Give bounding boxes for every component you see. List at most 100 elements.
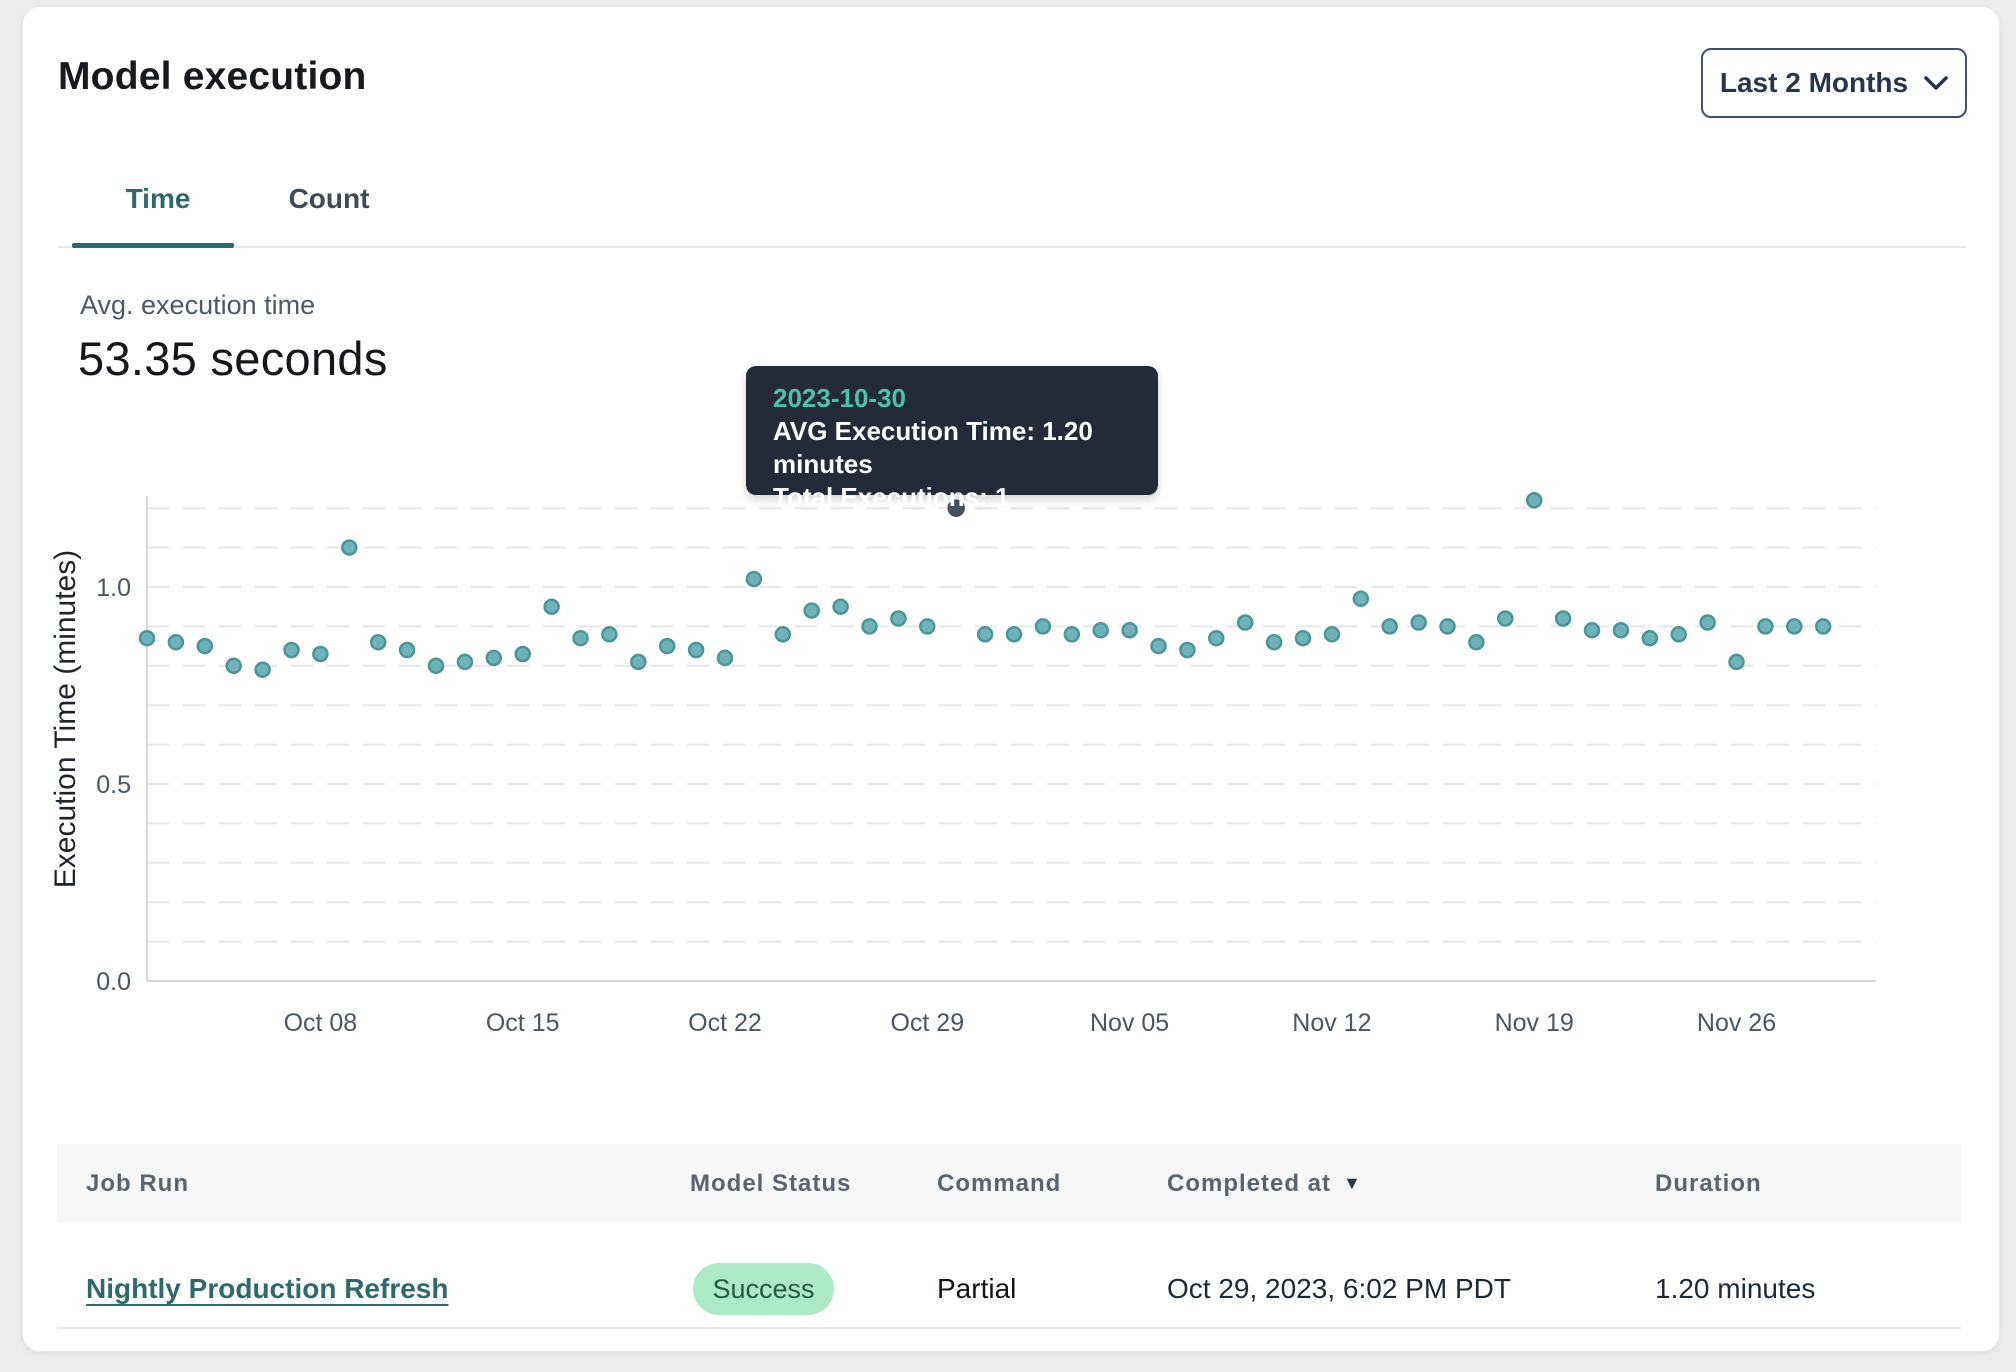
data-point[interactable] (514, 645, 531, 663)
table-row-divider (57, 1327, 1961, 1329)
data-point[interactable] (456, 653, 474, 671)
tabs-baseline (58, 246, 1966, 248)
data-point[interactable] (1352, 590, 1370, 608)
data-point[interactable] (1583, 622, 1601, 639)
column-header-command[interactable]: Command (937, 1169, 1062, 1197)
data-point[interactable] (601, 626, 618, 643)
data-point[interactable] (1728, 653, 1745, 671)
data-point[interactable] (225, 657, 242, 675)
y-tick-label: 0.5 (96, 771, 131, 799)
data-point[interactable] (976, 626, 994, 643)
data-point[interactable] (427, 657, 445, 675)
data-point[interactable] (1814, 618, 1832, 635)
data-point[interactable] (138, 629, 156, 647)
data-point[interactable] (1323, 626, 1341, 643)
data-point[interactable] (745, 570, 763, 588)
data-point[interactable] (1439, 618, 1456, 635)
column-header-completed-at[interactable]: Completed at ▼ (1167, 1144, 1362, 1223)
data-point[interactable] (1612, 622, 1630, 639)
status-badge: Success (693, 1263, 834, 1315)
data-point[interactable] (1525, 492, 1543, 509)
x-tick-label: Nov 05 (1090, 1009, 1169, 1037)
data-point[interactable] (919, 618, 936, 635)
data-point[interactable] (1208, 629, 1225, 647)
command-cell: Partial (937, 1273, 1017, 1304)
data-point[interactable] (1005, 626, 1023, 643)
tab-count[interactable]: Count (288, 183, 370, 214)
data-point[interactable] (1150, 637, 1167, 655)
data-point[interactable] (1641, 629, 1659, 647)
data-point[interactable] (485, 649, 503, 667)
page-title: Model execution (58, 55, 367, 98)
data-point[interactable] (1236, 614, 1254, 631)
chart-tooltip: 2023-10-30 AVG Execution Time: 1.20 minu… (746, 366, 1158, 512)
table-header: Job Run Model Status Command Completed a… (57, 1144, 1961, 1223)
data-point[interactable] (1179, 641, 1196, 659)
data-point[interactable] (1092, 622, 1109, 639)
data-point[interactable] (1757, 618, 1774, 635)
tooltip-total-executions: Total Executions: 1 (773, 482, 1010, 512)
y-axis-title: Execution Time (minutes) (49, 550, 82, 888)
x-tick-label: Oct 22 (688, 1009, 762, 1037)
y-tick-label: 0.0 (96, 968, 131, 996)
data-point[interactable] (1265, 633, 1283, 651)
x-tick-label: Nov 12 (1292, 1009, 1371, 1037)
data-point[interactable] (1063, 626, 1081, 643)
x-tick-label: Oct 15 (486, 1009, 560, 1037)
data-point[interactable] (1121, 622, 1138, 639)
data-point[interactable] (254, 661, 271, 678)
data-point[interactable] (1786, 618, 1803, 635)
data-point[interactable] (832, 598, 849, 615)
data-point[interactable] (1294, 629, 1312, 647)
data-point[interactable] (1034, 618, 1052, 635)
data-point[interactable] (630, 653, 647, 671)
data-point[interactable] (1381, 618, 1398, 635)
column-header-completed-at-label: Completed at (1167, 1169, 1332, 1197)
data-point-highlighted[interactable] (947, 499, 965, 517)
data-point[interactable] (572, 629, 589, 647)
data-point[interactable] (1554, 610, 1572, 627)
tooltip-avg-execution-time: AVG Execution Time: 1.20 minutes (773, 416, 1093, 479)
column-header-model-status[interactable]: Model Status (690, 1169, 852, 1197)
data-point[interactable] (167, 633, 185, 651)
y-tick-label: 1.0 (96, 574, 131, 602)
data-point[interactable] (1670, 626, 1687, 643)
tooltip-date: 2023-10-30 (773, 383, 906, 413)
data-point[interactable] (1699, 614, 1716, 631)
sort-desc-icon: ▼ (1343, 1173, 1362, 1193)
model-execution-card: Model execution Last 2 Months Time Count… (22, 6, 2000, 1352)
tab-time[interactable]: Time (125, 183, 191, 214)
completed-at-cell: Oct 29, 2023, 6:02 PM PDT (1167, 1273, 1511, 1304)
data-point[interactable] (398, 641, 416, 659)
data-point[interactable] (312, 645, 329, 663)
data-point[interactable] (341, 539, 358, 556)
data-point[interactable] (774, 626, 792, 643)
x-tick-label: Nov 26 (1697, 1009, 1776, 1037)
job-run-link[interactable]: Nightly Production Refresh (86, 1273, 449, 1304)
data-point[interactable] (283, 641, 300, 659)
period-selector[interactable]: Last 2 Months (1701, 48, 1967, 118)
column-header-duration[interactable]: Duration (1655, 1169, 1762, 1197)
active-tab-underline (72, 243, 234, 248)
avg-execution-time-value: 53.35 seconds (78, 332, 388, 385)
chevron-down-icon (1924, 75, 1948, 90)
x-tick-label: Oct 29 (890, 1009, 964, 1037)
duration-cell: 1.20 minutes (1655, 1273, 1816, 1304)
x-tick-label: Oct 08 (284, 1009, 358, 1037)
data-point[interactable] (196, 637, 214, 655)
data-point[interactable] (1468, 633, 1485, 651)
execution-time-scatter-chart: 0.0 0.5 1.0 Oct 08 Oct 15 Oct 22 Oct 29 Nov 05 N… (49, 492, 1876, 1037)
data-point[interactable] (890, 610, 907, 627)
data-point[interactable] (1410, 614, 1427, 631)
period-selector-value: Last 2 Months (1719, 67, 1909, 98)
x-tick-label: Nov 19 (1495, 1009, 1574, 1037)
column-header-job-run[interactable]: Job Run (86, 1169, 189, 1197)
data-point[interactable] (658, 637, 676, 655)
data-point[interactable] (687, 641, 705, 659)
data-point[interactable] (803, 602, 820, 619)
data-point[interactable] (861, 618, 878, 635)
data-point[interactable] (543, 598, 560, 615)
data-point[interactable] (1497, 610, 1514, 627)
data-point[interactable] (369, 633, 387, 651)
data-point[interactable] (716, 649, 734, 667)
